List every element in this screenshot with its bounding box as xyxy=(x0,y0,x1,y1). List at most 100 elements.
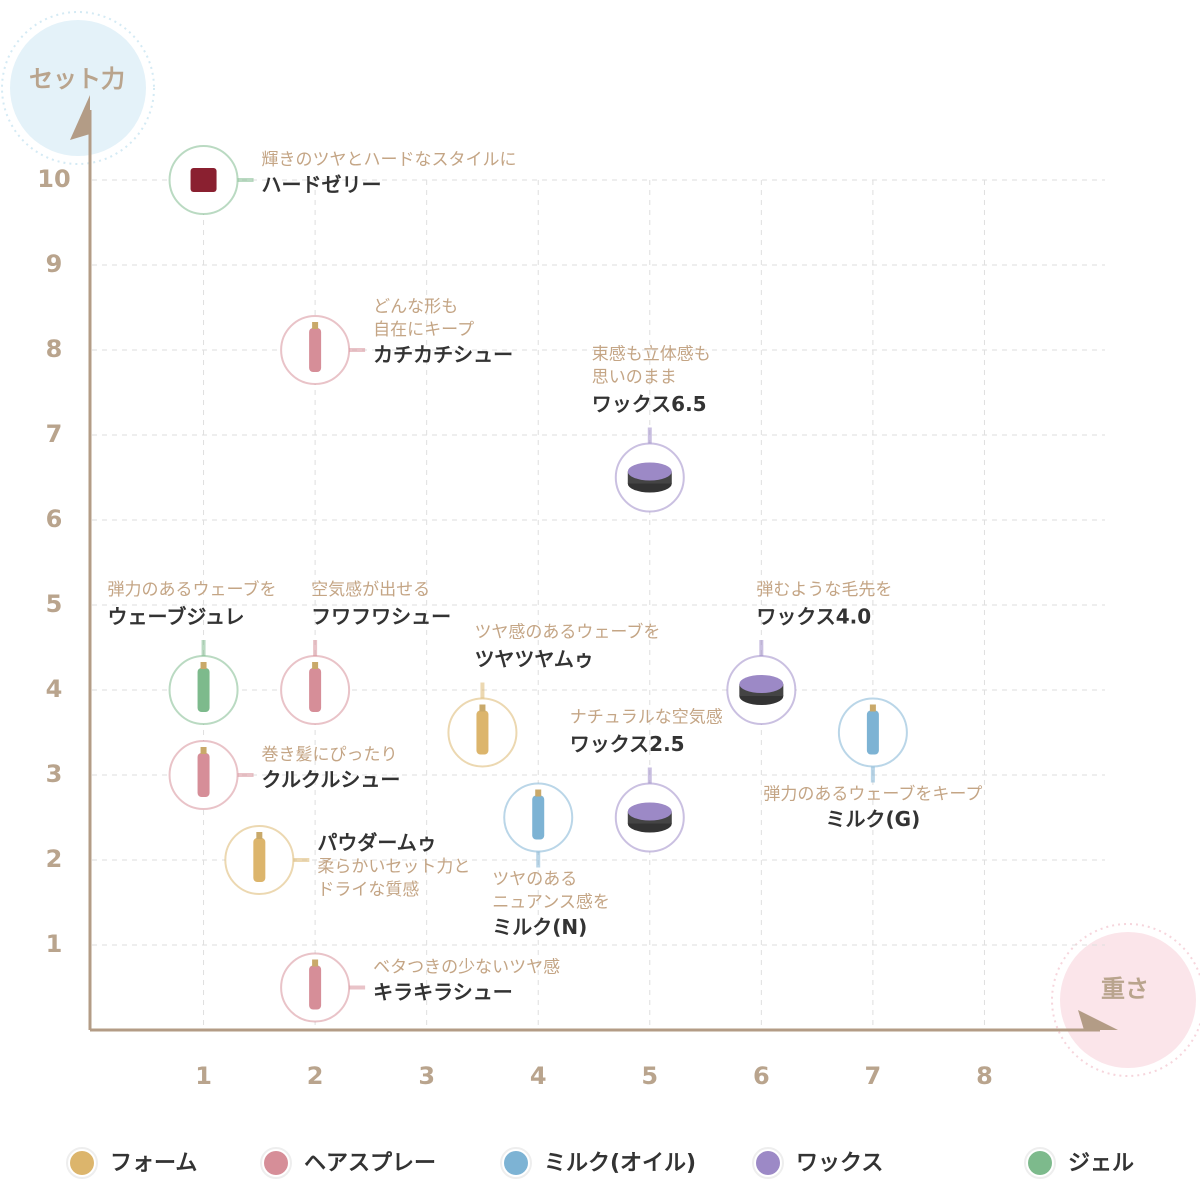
legend-swatch xyxy=(264,1151,288,1175)
y-tick-label: 4 xyxy=(46,675,63,703)
product-icon xyxy=(197,753,210,797)
product-icon xyxy=(309,328,322,372)
product-name: ハードゼリー xyxy=(262,173,382,197)
product: ワックス4.0 弾むような毛先を xyxy=(726,580,892,725)
y-tick-label: 6 xyxy=(46,505,63,533)
product-icon xyxy=(535,789,542,797)
product-icon xyxy=(253,838,266,882)
legend-swatch xyxy=(504,1151,528,1175)
product-icon xyxy=(256,832,263,839)
product-tagline: 弾力のあるウェーブをキープ xyxy=(763,784,982,805)
product-icon xyxy=(479,704,486,712)
x-tick-label: 2 xyxy=(307,1062,324,1090)
product-name: パウダームゥ xyxy=(317,831,436,855)
legend-label: ワックス xyxy=(796,1151,883,1176)
x-tick-label: 7 xyxy=(865,1062,882,1090)
product-tagline: 巻き髪にぴったり xyxy=(262,745,398,765)
product-tagline: ドライな質感 xyxy=(317,880,419,900)
product-tagline: 束感も立体感も xyxy=(592,345,711,365)
product-icon xyxy=(190,168,217,192)
y-tick-label: 7 xyxy=(46,420,63,448)
product-icon xyxy=(309,668,322,712)
product-tagline: ニュアンス感を xyxy=(492,893,610,913)
product-name: ワックス6.5 xyxy=(592,392,707,416)
legend-label: ミルク(オイル) xyxy=(544,1151,696,1176)
product-icon xyxy=(866,710,879,755)
x-axis-badge xyxy=(1060,932,1196,1068)
x-axis-arrow xyxy=(1078,1010,1118,1030)
product-name: ツヤツヤムゥ xyxy=(474,647,593,671)
y-tick-label: 9 xyxy=(46,250,63,278)
x-tick-label: 4 xyxy=(530,1062,547,1090)
x-tick-label: 3 xyxy=(418,1062,435,1090)
product: ワックス2.5 ナチュラルな空気感 xyxy=(570,708,723,853)
product-tagline: ベタつきの少ないツヤ感 xyxy=(373,958,560,978)
product-tagline: ツヤのある xyxy=(492,870,577,890)
y-axis-badge xyxy=(10,20,146,156)
product-tagline: 柔らかいセット力と xyxy=(317,857,470,877)
product-icon xyxy=(739,675,784,693)
legend-swatch xyxy=(1028,1151,1052,1175)
product-icon xyxy=(627,462,672,481)
product: ツヤツヤムゥ ツヤ感のあるウェーブを xyxy=(447,622,660,768)
x-tick-label: 1 xyxy=(195,1062,212,1090)
grid xyxy=(92,179,1105,1030)
product: フワフワシュー 空気感が出せる xyxy=(280,580,451,725)
legend-label: フォーム xyxy=(110,1151,197,1176)
product-tagline: ツヤ感のあるウェーブを xyxy=(474,622,660,643)
product-icon xyxy=(312,959,319,967)
product: ハードゼリー 輝きのツヤとハードなスタイルに xyxy=(168,145,517,215)
y-tick-label: 1 xyxy=(46,930,63,958)
y-axis-badge-ring xyxy=(1,11,155,165)
product-icon xyxy=(312,662,319,669)
product-name: キラキラシュー xyxy=(373,980,513,1004)
product: ウェーブジュレ 弾力のあるウェーブを xyxy=(108,579,277,725)
product-icon xyxy=(312,322,319,329)
product-name: クルクルシュー xyxy=(262,768,401,792)
product-tagline: ナチュラルな空気感 xyxy=(570,708,723,728)
product-name: ミルク(G) xyxy=(826,807,921,831)
y-axis-title: セット力 xyxy=(29,65,125,93)
product-icon xyxy=(197,668,210,712)
product-tagline: 思いのまま xyxy=(592,368,677,388)
legend-label: ジェル xyxy=(1068,1151,1134,1176)
product-name: ワックス4.0 xyxy=(756,605,871,629)
product-tagline: どんな形も xyxy=(373,297,458,317)
product-icon xyxy=(627,802,672,821)
x-tick-label: 5 xyxy=(641,1062,658,1090)
product-name: カチカチシュー xyxy=(373,343,513,367)
product-icon xyxy=(309,965,322,1010)
product-icon xyxy=(200,747,207,754)
legend-swatch xyxy=(756,1151,780,1175)
product-icon xyxy=(476,710,489,755)
product-name: ウェーブジュレ xyxy=(108,605,245,629)
x-axis-title: 重さ xyxy=(1101,975,1149,1003)
y-tick-label: 5 xyxy=(46,590,63,618)
product-icon xyxy=(869,704,876,712)
product-tagline: 自在にキープ xyxy=(373,320,474,340)
x-tick-label: 6 xyxy=(753,1062,770,1090)
y-tick-label: 2 xyxy=(46,845,63,873)
product: クルクルシュー 巻き髪にぴったり xyxy=(168,740,401,810)
legend-swatch xyxy=(70,1151,94,1175)
product-name: フワフワシュー xyxy=(311,605,451,629)
product-icon xyxy=(532,795,545,840)
product-icon xyxy=(200,662,207,669)
product-name: ワックス2.5 xyxy=(570,732,685,756)
product-tagline: 弾力のあるウェーブを xyxy=(108,579,277,600)
x-tick-label: 8 xyxy=(976,1062,993,1090)
product-name: ミルク(N) xyxy=(492,915,587,939)
product-tagline: 弾むような毛先を xyxy=(756,580,892,600)
product-tagline: 輝きのツヤとハードなスタイルに xyxy=(262,150,517,170)
legend-label: ヘアスプレー xyxy=(304,1151,436,1176)
y-tick-label: 8 xyxy=(46,335,63,363)
